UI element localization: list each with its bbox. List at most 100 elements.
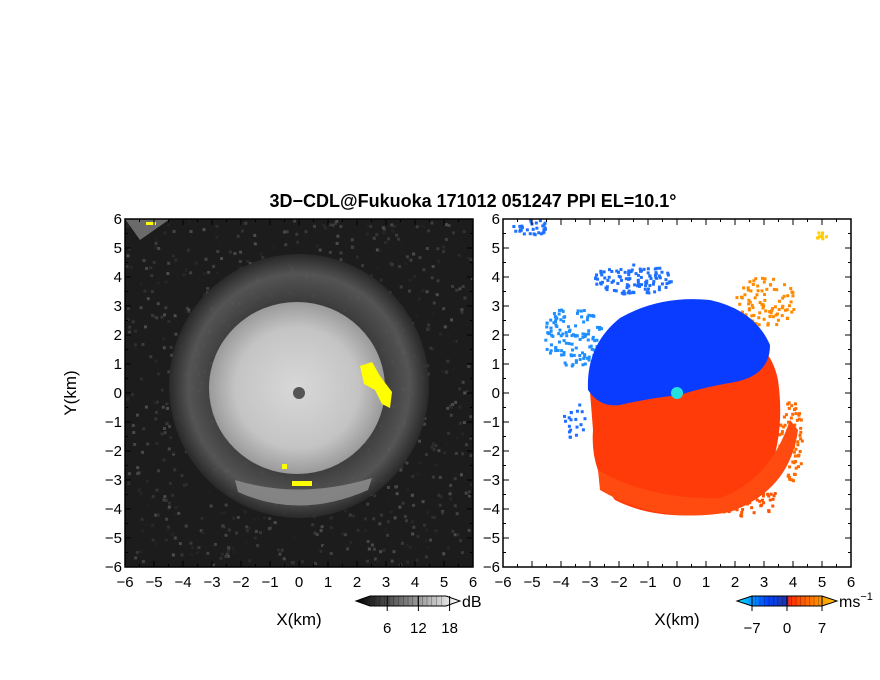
velocity-speckle	[599, 271, 603, 275]
reflectivity-y-tick-label: 3	[114, 298, 122, 315]
velocity-speckle	[657, 285, 661, 289]
noise-pixel	[451, 529, 455, 533]
noise-pixel	[167, 319, 171, 323]
velocity-speckle	[646, 271, 650, 275]
velocity-speckle	[786, 294, 790, 298]
noise-pixel	[174, 258, 178, 262]
noise-pixel	[459, 473, 463, 477]
velocity-speckle	[627, 269, 631, 273]
noise-pixel	[180, 474, 184, 478]
noise-pixel	[374, 557, 378, 561]
velocity-speckle	[551, 334, 555, 338]
noise-pixel	[127, 472, 131, 476]
noise-pixel	[154, 245, 158, 249]
noise-pixel	[390, 559, 394, 563]
noise-pixel	[227, 546, 231, 550]
velocity-x-tick-label: −3	[581, 574, 598, 591]
noise-pixel	[156, 281, 160, 285]
velocity-speckle	[794, 412, 798, 416]
noise-pixel	[253, 536, 257, 540]
noise-pixel	[149, 355, 153, 359]
noise-pixel	[231, 547, 235, 551]
noise-pixel	[445, 370, 449, 374]
noise-pixel	[369, 273, 373, 277]
velocity-speckle	[587, 355, 591, 359]
velocity-speckle	[607, 275, 611, 279]
velocity-speckle	[789, 300, 793, 304]
velocity-speckle	[605, 288, 609, 292]
velocity-speckle	[561, 309, 565, 313]
velocity-speckle	[771, 307, 775, 311]
noise-pixel	[339, 224, 343, 228]
noise-pixel	[155, 400, 159, 404]
velocity-speckle	[579, 309, 583, 313]
noise-pixel	[449, 483, 453, 487]
noise-pixel	[411, 474, 415, 478]
velocity-speckle	[760, 289, 764, 293]
noise-pixel	[146, 297, 150, 301]
noise-pixel	[169, 345, 173, 349]
noise-pixel	[375, 233, 379, 237]
noise-pixel	[461, 432, 465, 436]
velocity-ticks	[502, 218, 852, 568]
velocity-x-tick-label: 0	[673, 574, 681, 591]
noise-pixel	[136, 472, 140, 476]
velocity-speckle	[793, 454, 797, 458]
velocity-speckle	[623, 270, 627, 274]
velocity-speckle	[623, 292, 627, 296]
noise-pixel	[462, 230, 466, 234]
noise-pixel	[386, 520, 390, 524]
velocity-speckle	[549, 343, 553, 347]
noise-pixel	[292, 535, 296, 539]
velocity-speckle	[654, 276, 658, 280]
noise-pixel	[343, 533, 347, 537]
noise-pixel	[171, 553, 175, 557]
velocity-y-tick-label: 3	[492, 298, 500, 315]
noise-pixel	[141, 450, 145, 454]
velocity-speckle	[657, 274, 661, 278]
noise-pixel	[400, 541, 404, 545]
velocity-speckle	[788, 477, 792, 481]
velocity-speckle	[783, 308, 787, 312]
velocity-speckle	[821, 237, 825, 241]
velocity-speckle	[608, 268, 612, 272]
reflectivity-x-tick-label: 2	[353, 574, 361, 591]
velocity-speckle	[636, 273, 640, 277]
velocity-speckle	[757, 323, 761, 327]
reflectivity-colorbar-tick-label: 6	[383, 620, 391, 637]
noise-pixel	[339, 251, 343, 255]
noise-pixel	[223, 511, 227, 515]
noise-pixel	[232, 516, 236, 520]
noise-pixel	[448, 489, 452, 493]
velocity-speckle	[658, 276, 662, 280]
velocity-speckle	[583, 417, 587, 421]
velocity-speckle	[755, 498, 759, 502]
noise-pixel	[187, 308, 191, 312]
velocity-speckle	[748, 280, 752, 284]
noise-pixel	[467, 490, 471, 494]
noise-pixel	[204, 257, 208, 261]
noise-pixel	[160, 388, 164, 392]
noise-pixel	[184, 268, 188, 272]
velocity-speckle	[543, 221, 547, 225]
velocity-speckle	[761, 494, 765, 498]
noise-pixel	[149, 266, 153, 270]
reflectivity-colorbar-tick-label: 12	[410, 620, 427, 637]
velocity-speckle	[544, 338, 548, 342]
noise-pixel	[454, 451, 458, 455]
noise-pixel	[405, 543, 409, 547]
velocity-speckle	[520, 224, 524, 228]
velocity-speckle	[664, 278, 668, 282]
velocity-speckle	[799, 418, 803, 422]
velocity-speckle	[796, 440, 800, 444]
noise-pixel	[182, 273, 186, 277]
velocity-speckle	[636, 281, 640, 285]
noise-pixel	[150, 290, 154, 294]
velocity-y-tick-label: −3	[483, 472, 500, 489]
velocity-speckle	[584, 333, 588, 337]
noise-pixel	[384, 241, 388, 245]
noise-pixel	[212, 264, 216, 268]
noise-pixel	[401, 501, 405, 505]
velocity-speckle	[787, 304, 791, 308]
noise-pixel	[243, 510, 247, 514]
